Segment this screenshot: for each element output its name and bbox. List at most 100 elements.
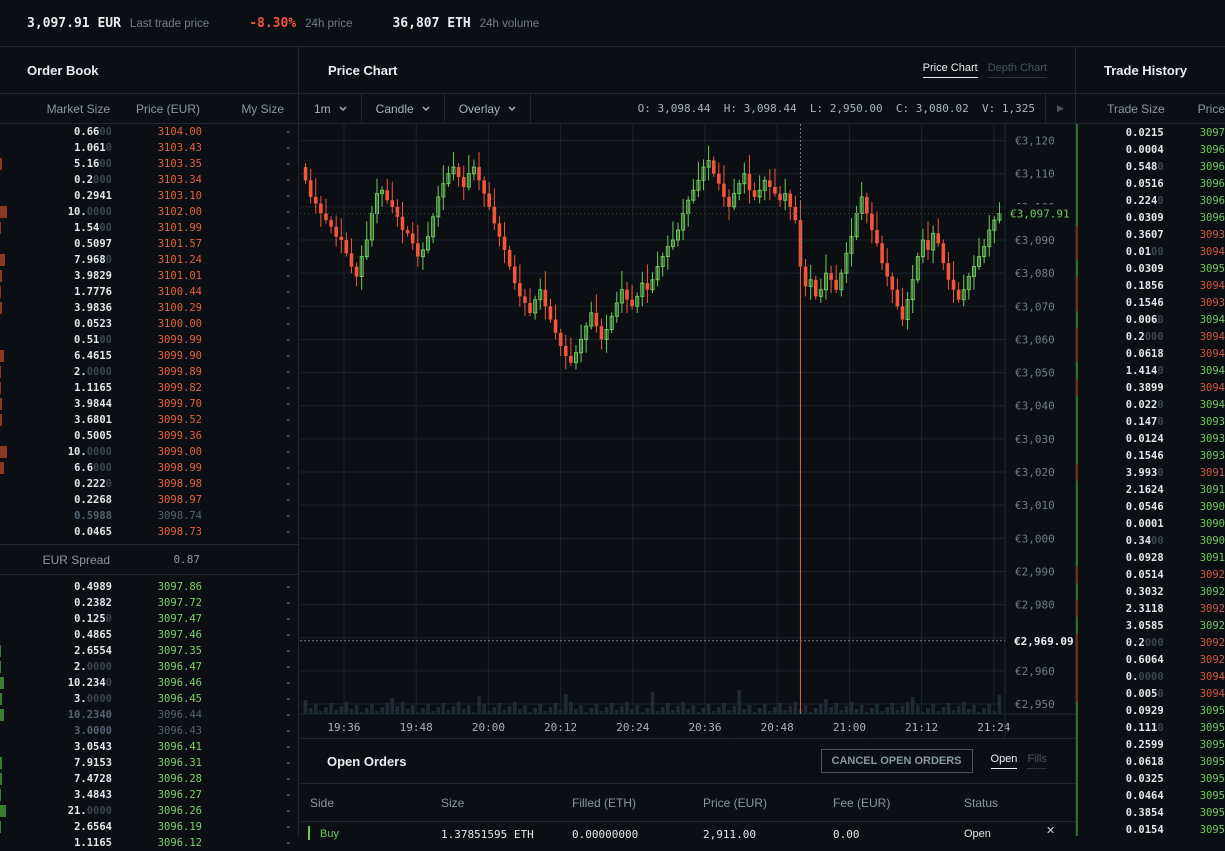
ask-row[interactable]: 0.0523 3100.00 - (0, 316, 298, 332)
trade-side-marker (1076, 277, 1078, 294)
interval-dropdown[interactable]: 1m (300, 93, 362, 124)
ask-row[interactable]: 3.9836 3100.29 - (0, 300, 298, 316)
market-size-value: 3.0000 (74, 725, 112, 737)
ask-row[interactable]: 0.2220 3098.98 - (0, 476, 298, 492)
market-size: 0.0523 (0, 318, 112, 330)
bid-row[interactable]: 1.1165 3096.12 - (0, 835, 298, 851)
bid-row[interactable]: 10.2340 3096.44 - (0, 707, 298, 723)
cancel-open-orders-button[interactable]: CANCEL OPEN ORDERS (820, 749, 973, 773)
ask-row[interactable]: 2.0000 3099.89 - (0, 364, 298, 380)
bid-row[interactable]: 2.6554 3097.35 - (0, 643, 298, 659)
col-price: Price (EUR) (135, 101, 200, 116)
price: 3097.72 (157, 597, 202, 609)
bid-row[interactable]: 7.9153 3096.31 - (0, 755, 298, 771)
trade-price: 3096 (1199, 160, 1225, 173)
candle-body (997, 212, 1002, 221)
trade-side-marker (1076, 413, 1078, 430)
trade-side-marker (1076, 753, 1078, 770)
tab-fills[interactable]: Fills (1027, 753, 1047, 769)
candlestick-chart[interactable]: €3,120€3,110€3,100€3,090€3,080€3,070€3,0… (300, 124, 1075, 738)
bid-row[interactable]: 3.0543 3096.41 - (0, 739, 298, 755)
bid-row[interactable]: 7.4728 3096.28 - (0, 771, 298, 787)
y-tick-label: €3,040 (1015, 400, 1055, 413)
trade-row: 2.1624 3091 (1076, 481, 1225, 498)
bid-row[interactable]: 2.0000 3096.47 - (0, 659, 298, 675)
tab-price-chart[interactable]: Price Chart (922, 62, 978, 78)
my-size: - (286, 693, 290, 705)
trade-size-value: 2.1624 (1125, 483, 1164, 496)
my-size: - (286, 366, 290, 378)
candle-body (793, 206, 798, 221)
market-size: 7.4728 (0, 773, 112, 785)
volume-bar (982, 708, 986, 714)
overlay-dropdown[interactable]: Overlay (445, 93, 532, 124)
bid-row[interactable]: 0.2382 3097.72 - (0, 595, 298, 611)
bid-row[interactable]: 2.6564 3096.19 - (0, 819, 298, 835)
trade-size-value: 0.1546 (1125, 449, 1164, 462)
ask-row[interactable]: 10.0000 3099.00 - (0, 444, 298, 460)
ask-row[interactable]: 0.6600 3104.00 - (0, 124, 298, 140)
bid-row[interactable]: 21.0000 3096.26 - (0, 803, 298, 819)
trade-size-value: 0.0516 (1125, 177, 1164, 190)
candle-body (732, 193, 737, 208)
ask-row[interactable]: 0.5005 3099.36 - (0, 428, 298, 444)
candle-body (834, 279, 838, 290)
ask-row[interactable]: 10.0000 3102.00 - (0, 204, 298, 220)
ask-row[interactable]: 1.1165 3099.82 - (0, 380, 298, 396)
tab-open[interactable]: Open (990, 753, 1018, 769)
ask-row[interactable]: 0.2000 3103.34 - (0, 172, 298, 188)
market-size-value: 3.9829 (74, 270, 112, 282)
volume-bar (752, 712, 757, 714)
candle-body (757, 189, 762, 198)
ask-row[interactable]: 3.6801 3099.52 - (0, 412, 298, 428)
market-size-value: 2. (74, 661, 87, 673)
bid-row[interactable]: 0.4989 3097.86 - (0, 579, 298, 595)
trade-price: 3092 (1199, 602, 1225, 615)
open-order-row[interactable]: Buy 1.37851595 ETH 0.00000000 2,911.00 0… (300, 822, 1075, 842)
bid-row[interactable]: 3.4843 3096.27 - (0, 787, 298, 803)
tab-depth-chart[interactable]: Depth Chart (987, 62, 1047, 78)
market-size-value: 10.234 (67, 677, 106, 689)
candle-body (441, 183, 446, 198)
volume-bar (477, 696, 481, 714)
market-size-padding: 0000 (86, 661, 112, 673)
candle-body (956, 289, 961, 300)
volume-bar (972, 705, 976, 714)
volume-bar (987, 704, 992, 714)
ask-row[interactable]: 1.7776 3100.44 - (0, 284, 298, 300)
ask-row[interactable]: 6.6000 3098.99 - (0, 460, 298, 476)
ask-row[interactable]: 0.5988 3098.74 - (0, 508, 298, 524)
chart-type-dropdown[interactable]: Candle (362, 93, 445, 124)
ask-row[interactable]: 1.5400 3101.99 - (0, 220, 298, 236)
ask-row[interactable]: 0.2941 3103.10 - (0, 188, 298, 204)
ask-row[interactable]: 3.9844 3099.70 - (0, 396, 298, 412)
ask-row[interactable]: 0.0465 3098.73 - (0, 524, 298, 540)
bid-row[interactable]: 3.0000 3096.43 - (0, 723, 298, 739)
ask-row[interactable]: 0.5100 3099.99 - (0, 332, 298, 348)
volume-bar (492, 707, 497, 714)
play-icon[interactable]: ▶ (1045, 93, 1075, 124)
ask-row[interactable]: 3.9829 3101.01 - (0, 268, 298, 284)
candle-body (650, 279, 655, 291)
depth-bar (0, 158, 3, 170)
candle-body (701, 166, 706, 181)
ask-row[interactable]: 5.1600 3103.35 - (0, 156, 298, 172)
bid-row[interactable]: 10.2340 3096.46 - (0, 675, 298, 691)
trade-side-marker (1076, 668, 1078, 685)
market-size-value: 2.6564 (74, 821, 112, 833)
ask-row[interactable]: 7.9680 3101.24 - (0, 252, 298, 268)
market-size: 10.0000 (0, 446, 112, 458)
ask-row[interactable]: 1.0610 3103.43 - (0, 140, 298, 156)
close-icon[interactable]: ✕ (1046, 825, 1056, 837)
volume-bar (410, 705, 415, 714)
ask-row[interactable]: 0.2268 3098.97 - (0, 492, 298, 508)
price: 3100.00 (157, 318, 202, 330)
bid-row[interactable]: 0.4865 3097.46 - (0, 627, 298, 643)
bid-row[interactable]: 3.0000 3096.45 - (0, 691, 298, 707)
my-size: - (286, 677, 290, 689)
price: 3096.41 (157, 741, 202, 753)
bid-row[interactable]: 0.1250 3097.47 - (0, 611, 298, 627)
ask-row[interactable]: 6.4615 3099.90 - (0, 348, 298, 364)
candle-body (859, 196, 864, 214)
ask-row[interactable]: 0.5097 3101.57 - (0, 236, 298, 252)
